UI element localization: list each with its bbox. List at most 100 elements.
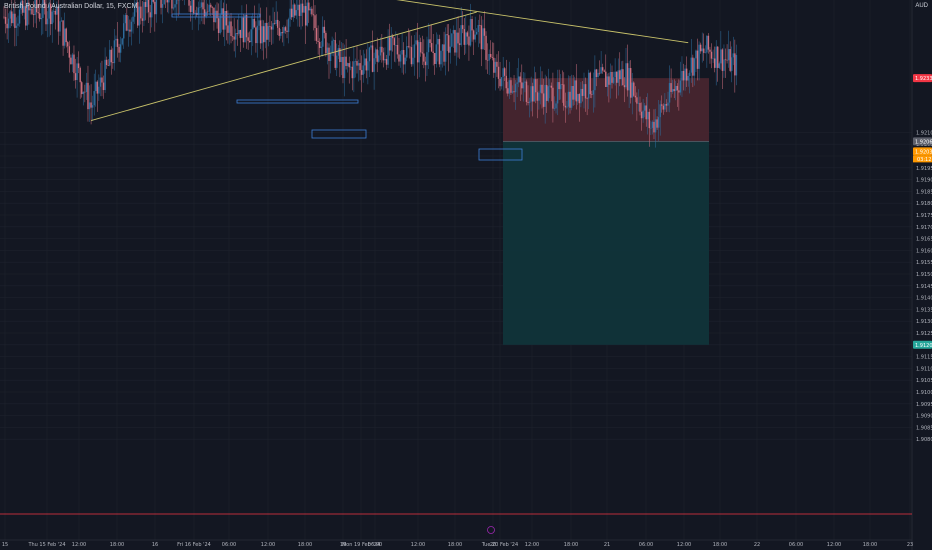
price-tick-label: 1.91250 (916, 331, 932, 337)
price-tag-bg (913, 340, 932, 349)
candle-body (345, 56, 347, 67)
time-tick-label: 12:00 (827, 542, 841, 548)
candle-body (521, 82, 523, 89)
candle-body (474, 34, 476, 40)
position-zones[interactable] (503, 78, 709, 345)
candle-body (491, 57, 493, 58)
candle-body (376, 49, 378, 62)
candle-body (95, 81, 97, 92)
candle-body (713, 58, 716, 68)
candle-body (322, 26, 324, 47)
price-tick-label: 1.91850 (916, 189, 932, 195)
candle-body (294, 4, 296, 16)
candle-body (522, 82, 525, 89)
candle-body (116, 38, 119, 47)
candle-body (93, 91, 95, 106)
candle-body (287, 19, 290, 32)
candle-body (455, 32, 458, 53)
candle-body (84, 91, 86, 93)
candle-body (505, 75, 507, 89)
candle-body (140, 6, 142, 19)
time-tick-label: 18:00 (564, 542, 578, 548)
time-tick-label: 18:00 (110, 542, 124, 548)
candle-body (673, 89, 675, 92)
candle-body (236, 33, 238, 34)
candle-body (253, 18, 256, 28)
candle-body (612, 77, 615, 83)
candle-body (379, 46, 382, 56)
candle-body (248, 40, 251, 43)
candle-body (163, 0, 165, 4)
candle-body (269, 26, 271, 27)
candle-body (203, 9, 206, 17)
candle-body (370, 45, 372, 48)
time-tick-label: 12:00 (677, 542, 691, 548)
time-tick-label: Fri 16 Feb '24 (177, 542, 211, 548)
time-tick-label: Mon 19 Feb '24 (342, 542, 380, 548)
candle-body (68, 46, 71, 58)
candle-body (59, 21, 61, 32)
candle-body (530, 86, 532, 102)
time-axis[interactable]: 15 Thu 15 Feb '24 12:00 18:00 16 Fri 16 Feb '… (2, 542, 913, 548)
candle-body (443, 44, 445, 62)
candle-body (77, 63, 80, 69)
candle-body (591, 94, 593, 95)
candle-body (709, 49, 711, 52)
candle-body (617, 70, 619, 83)
candle-body (65, 28, 67, 43)
candle-body (432, 51, 434, 54)
candle-body (99, 77, 102, 87)
candle-body (527, 101, 529, 103)
candle-body (318, 41, 321, 48)
price-tag-label: 1.92038 (915, 149, 932, 155)
candle-body (166, 0, 168, 3)
candle-body (639, 102, 641, 112)
candle-body (255, 27, 257, 44)
candle-body (11, 11, 13, 24)
price-tick-label: 1.92100 (916, 130, 932, 136)
time-tick-label: 16 (152, 542, 158, 548)
candle-body (454, 30, 456, 53)
candle-body (701, 48, 703, 52)
price-tick-label: 1.90900 (916, 414, 932, 420)
candle-body (550, 85, 553, 88)
candle-body (233, 36, 235, 40)
candle-body (707, 35, 710, 50)
candle-body (589, 72, 591, 95)
candle-body (34, 0, 36, 16)
scale-mode-button[interactable]: AUD (915, 3, 928, 9)
candle-body (303, 6, 305, 13)
candle-body (48, 3, 50, 19)
candle-body (171, 0, 173, 9)
candle-body (698, 44, 700, 69)
candle-body (315, 28, 318, 41)
candle-body (81, 82, 83, 95)
candle-body (542, 93, 545, 107)
candle-body (123, 23, 125, 39)
candle-body (496, 61, 498, 67)
candle-body (357, 63, 360, 66)
candle-body (696, 50, 699, 69)
price-tick-label: 1.91550 (916, 260, 932, 266)
candle-body (586, 98, 588, 99)
drawings[interactable] (0, 0, 912, 534)
candle-body (101, 77, 103, 83)
candle-body (420, 42, 422, 53)
candle-body (726, 59, 728, 61)
candle-body (130, 21, 133, 32)
candle-body (580, 88, 582, 104)
candle-body (124, 15, 126, 24)
candle-body (39, 13, 41, 20)
candle-body (373, 58, 375, 72)
candle-body (54, 10, 57, 15)
candle-body (721, 49, 724, 71)
candle-body (9, 11, 11, 19)
candle-body (152, 0, 154, 2)
symbol-title[interactable]: British Pound / Australian Dollar, 15, F… (4, 3, 138, 10)
candle-body (113, 40, 116, 64)
candle-body (207, 11, 209, 13)
candle-body (519, 76, 521, 83)
candle-body (387, 37, 389, 65)
candle-body (507, 88, 509, 94)
